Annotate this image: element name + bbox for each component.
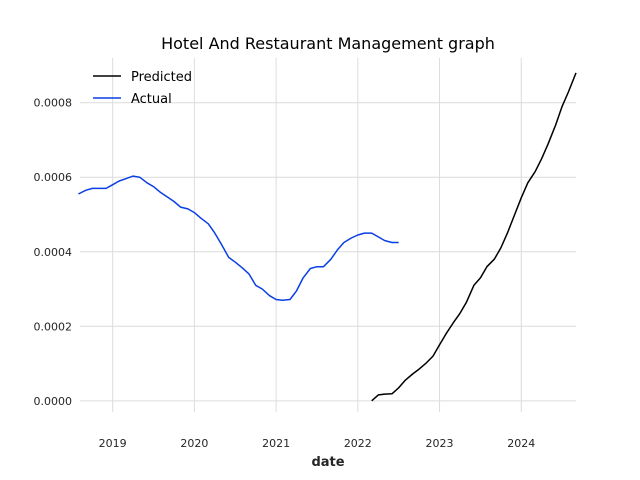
series-lines xyxy=(78,72,577,402)
x-tick-label: 2022 xyxy=(344,437,372,450)
x-tick-label: 2023 xyxy=(426,437,454,450)
legend-label-actual: Actual xyxy=(131,92,172,107)
x-tick-labels: 2019 2020 2021 2022 2023 2024 xyxy=(99,437,536,450)
x-tick-label: 2020 xyxy=(180,437,208,450)
legend-label-predicted: Predicted xyxy=(131,70,192,85)
legend: Predicted Actual xyxy=(93,70,192,107)
x-axis-title: date xyxy=(311,455,344,470)
series-line-actual xyxy=(78,175,399,301)
series-line-predicted xyxy=(371,72,577,402)
y-tick-label: 0.0000 xyxy=(34,395,73,408)
x-tick-label: 2021 xyxy=(262,437,290,450)
y-tick-label: 0.0002 xyxy=(34,320,73,333)
x-tick-label: 2019 xyxy=(99,437,127,450)
y-tick-label: 0.0006 xyxy=(34,171,73,184)
y-tick-labels: 0.0000 0.0002 0.0004 0.0006 0.0008 xyxy=(34,97,73,408)
chart-title: Hotel And Restaurant Management graph xyxy=(161,34,495,53)
grid xyxy=(80,58,576,412)
y-tick-label: 0.0004 xyxy=(34,246,73,259)
x-tick-label: 2024 xyxy=(507,437,535,450)
y-tick-label: 0.0008 xyxy=(34,97,73,110)
